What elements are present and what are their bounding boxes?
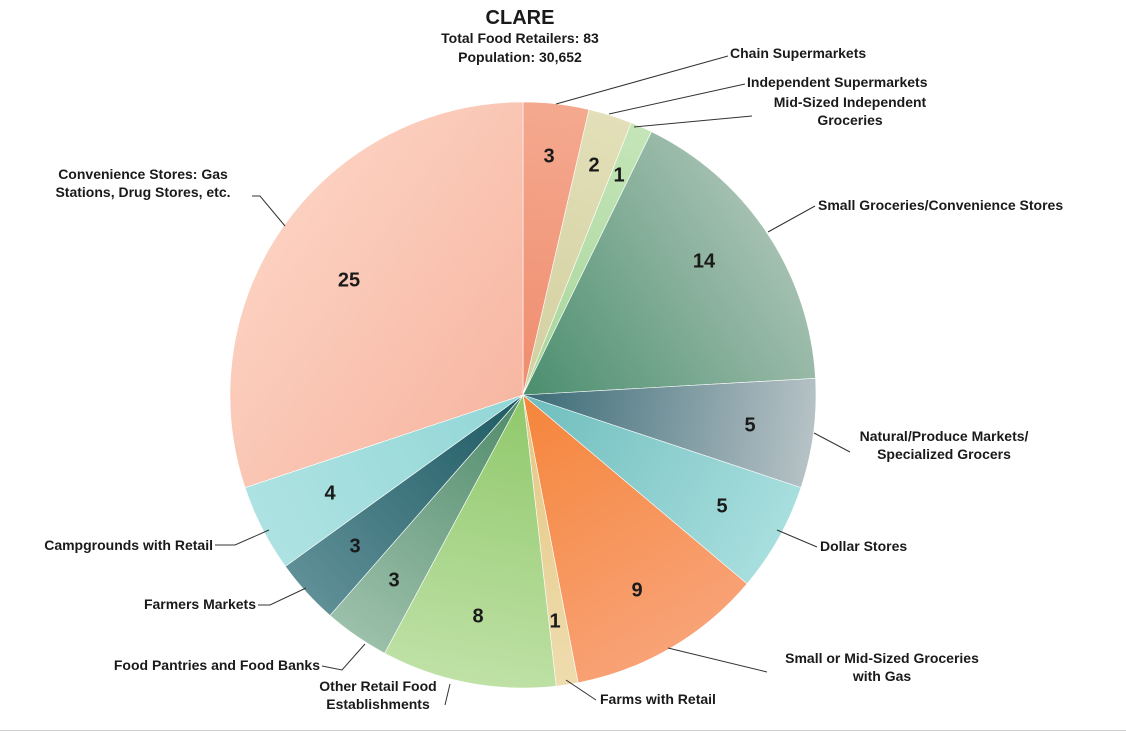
pie-slices bbox=[229, 101, 817, 689]
category-label-natural-produce-markets-specialized-grocers: Natural/Produce Markets/Specialized Groc… bbox=[860, 428, 1029, 462]
leader-line-independent-supermarkets bbox=[608, 83, 746, 115]
leader-lines bbox=[215, 55, 851, 706]
leader-line-small-or-mid-sized-groceries-with-gas bbox=[667, 647, 768, 673]
bottom-divider bbox=[0, 730, 1126, 731]
category-label-convenience-stores-gas-stations-drug-stores-etc: Convenience Stores: Gas Stations, Drug St… bbox=[55, 166, 230, 200]
category-label-dollar-stores: Dollar Stores bbox=[820, 538, 907, 554]
category-label-small-groceries-convenience-stores: Small Groceries/Convenience Stores bbox=[818, 197, 1063, 213]
value-label-farmers-markets: 3 bbox=[349, 535, 360, 557]
leader-line-small-groceries-convenience-stores bbox=[767, 205, 816, 233]
value-label-farms-with-retail: 1 bbox=[549, 610, 560, 632]
value-label-small-or-mid-sized-groceries-with-gas: 9 bbox=[631, 579, 642, 601]
chart-subtitle-line-2: Population: 30,652 bbox=[458, 49, 582, 65]
category-label-farmers-markets: Farmers Markets bbox=[144, 596, 256, 612]
value-label-campgrounds-with-retail: 4 bbox=[324, 482, 336, 504]
pie-slice-small-groceries-convenience-stores bbox=[522, 131, 816, 396]
chart-subtitle-line-1: Total Food Retailers: 83 bbox=[441, 30, 599, 46]
leader-line-mid-sized-independent-groceries bbox=[633, 115, 753, 128]
leader-line-natural-produce-markets-specialized-grocers bbox=[813, 432, 851, 453]
category-label-small-or-mid-sized-groceries-with-gas: Small or Mid-Sized Groceries with Gas bbox=[785, 650, 979, 684]
category-label-independent-supermarkets: Independent Supermarkets bbox=[747, 74, 928, 90]
category-label-mid-sized-independent-groceries: Mid-Sized Independent Groceries bbox=[774, 94, 927, 128]
leader-line-dollar-stores bbox=[776, 529, 818, 548]
category-label-chain-supermarkets: Chain Supermarkets bbox=[730, 45, 866, 61]
leader-line-chain-supermarkets bbox=[555, 55, 729, 105]
leader-line-campgrounds-with-retail bbox=[215, 529, 270, 546]
category-label-food-pantries-and-food-banks: Food Pantries and Food Banks bbox=[114, 657, 320, 673]
value-label-convenience-stores-gas-stations-drug-stores-etc: 25 bbox=[338, 269, 360, 291]
category-label-campgrounds-with-retail: Campgrounds with Retail bbox=[44, 537, 213, 553]
leader-line-food-pantries-and-food-banks bbox=[321, 643, 366, 671]
value-label-independent-supermarkets: 2 bbox=[588, 154, 599, 176]
value-label-chain-supermarkets: 3 bbox=[543, 145, 554, 167]
leader-line-convenience-stores-gas-stations-drug-stores-etc bbox=[252, 195, 286, 227]
leader-line-other-retail-food-establishments bbox=[444, 683, 451, 706]
pie-slice-convenience-stores-gas-stations-drug-stores-etc bbox=[229, 101, 524, 489]
leader-line-farms-with-retail bbox=[565, 679, 597, 701]
category-label-other-retail-food-establishments: Other Retail Food Establishments bbox=[319, 678, 436, 712]
value-label-dollar-stores: 5 bbox=[716, 495, 727, 517]
leader-line-farmers-markets bbox=[258, 587, 307, 606]
value-label-food-pantries-and-food-banks: 3 bbox=[388, 569, 399, 591]
value-label-small-groceries-convenience-stores: 14 bbox=[693, 250, 716, 272]
pie-slice-other-retail-food-establishments bbox=[384, 394, 557, 689]
category-label-farms-with-retail: Farms with Retail bbox=[600, 691, 716, 707]
value-label-natural-produce-markets-specialized-grocers: 5 bbox=[744, 414, 755, 436]
value-label-mid-sized-independent-groceries: 1 bbox=[613, 164, 624, 186]
pie-slice-small-or-mid-sized-groceries-with-gas bbox=[522, 394, 748, 684]
chart-title: CLARE bbox=[486, 7, 555, 29]
value-label-other-retail-food-establishments: 8 bbox=[472, 605, 483, 627]
category-labels: Chain Supermarkets Independent Supermarke… bbox=[44, 45, 1063, 712]
